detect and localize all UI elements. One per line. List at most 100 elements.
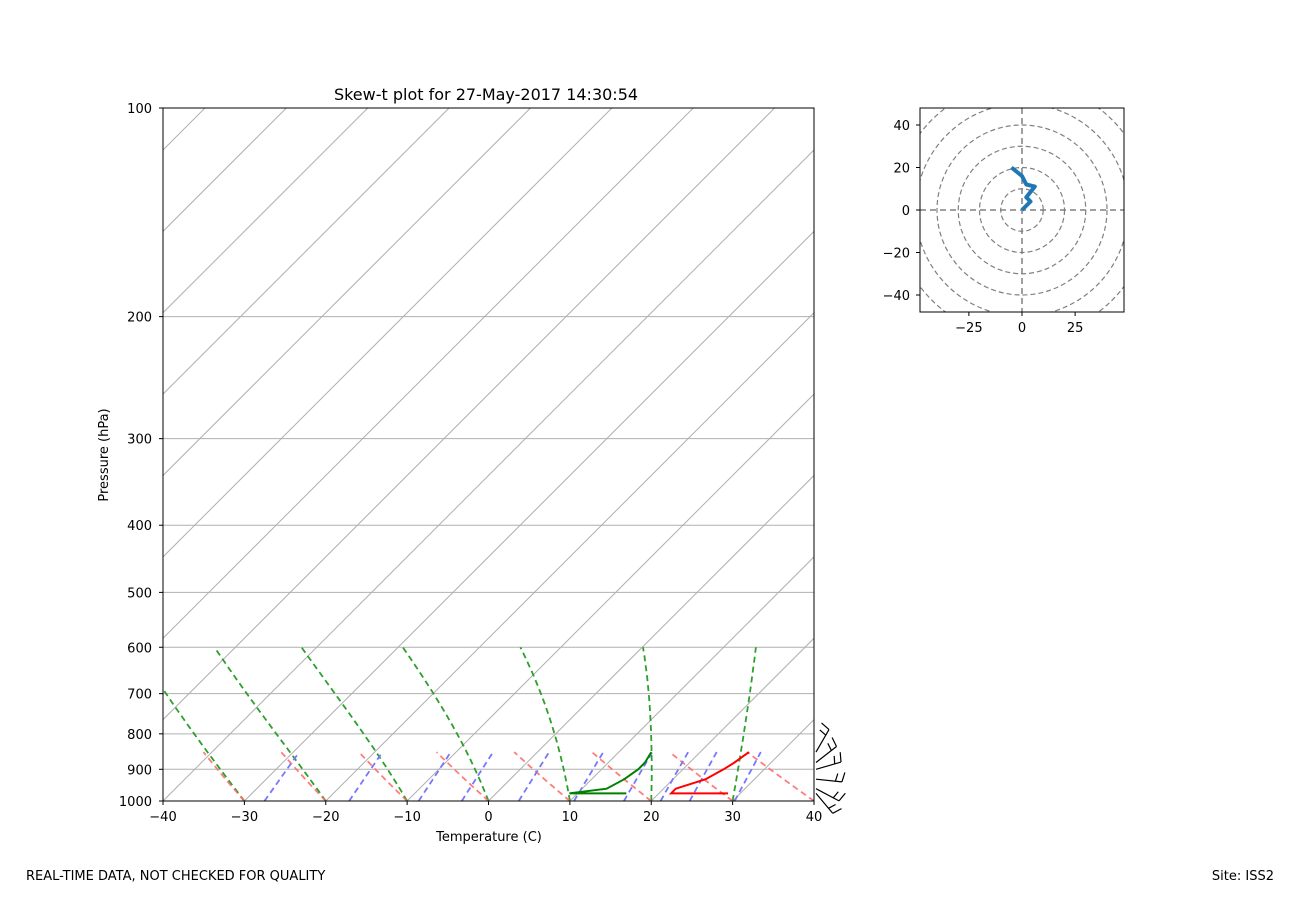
isotherm bbox=[732, 718, 814, 801]
dry-adiabat bbox=[435, 751, 490, 801]
hodograph-y-tick-label: −40 bbox=[883, 289, 910, 304]
wind-barb bbox=[815, 722, 830, 753]
wind-barb bbox=[815, 772, 846, 783]
isotherm bbox=[650, 637, 814, 801]
x-tick-label: 40 bbox=[806, 810, 823, 825]
x-tick-label: −20 bbox=[312, 810, 339, 825]
mixing-ratio-line bbox=[733, 751, 762, 801]
wind-barb-shaft bbox=[815, 788, 840, 802]
wind-barb-shaft bbox=[815, 729, 830, 753]
x-tick-label: 20 bbox=[643, 810, 660, 825]
isotherm bbox=[244, 230, 814, 801]
hodograph-y-tick-label: 40 bbox=[893, 119, 910, 134]
moist-adiabat bbox=[213, 646, 327, 801]
x-tick-label: −40 bbox=[149, 810, 176, 825]
wind-barb-shaft bbox=[815, 778, 842, 783]
wind-barb-flag bbox=[831, 737, 838, 747]
mixing-ratio-line bbox=[348, 751, 384, 801]
isotherm bbox=[569, 556, 814, 801]
mixing-ratio-line bbox=[417, 751, 452, 801]
wind-barb bbox=[815, 793, 842, 814]
isotherm bbox=[163, 108, 775, 721]
isotherm bbox=[163, 149, 814, 801]
wind-barb-flag bbox=[839, 752, 842, 763]
hodograph-x-tick-label: 25 bbox=[1067, 321, 1084, 336]
dry-adiabat bbox=[746, 751, 814, 801]
y-tick-label: 200 bbox=[127, 311, 152, 326]
moist-adiabat bbox=[300, 646, 408, 801]
wind-barb-shaft bbox=[815, 793, 834, 814]
y-tick-label: 700 bbox=[127, 688, 152, 703]
isotherm bbox=[163, 108, 694, 639]
y-tick-label: 500 bbox=[127, 586, 152, 601]
mixing-ratio-line bbox=[263, 751, 300, 801]
isotherm bbox=[163, 108, 287, 233]
isotherm bbox=[406, 393, 814, 801]
wind-barb-flag bbox=[838, 792, 846, 802]
wind-barb-shaft bbox=[815, 746, 837, 763]
wind-barb bbox=[815, 752, 842, 770]
isotherm bbox=[163, 108, 369, 314]
wind-barb-flag bbox=[832, 808, 842, 814]
dewpoint-profile bbox=[569, 751, 653, 795]
y-tick-label: 300 bbox=[127, 433, 152, 448]
moist-adiabat bbox=[519, 646, 571, 801]
isotherm bbox=[163, 108, 450, 395]
wind-barb-flag bbox=[827, 743, 832, 751]
skewt-xlabel: Temperature (C) bbox=[435, 830, 542, 845]
skewt-ylabel: Pressure (hPa) bbox=[97, 408, 112, 501]
moist-adiabat bbox=[163, 687, 246, 801]
dry-adiabat bbox=[280, 751, 327, 801]
skewt-title: Skew-t plot for 27-May-2017 14:30:54 bbox=[334, 85, 638, 104]
y-tick-label: 900 bbox=[127, 763, 152, 778]
hodograph-y-tick-label: 0 bbox=[902, 204, 910, 219]
skewt-chart: Skew-t plot for 27-May-2017 14:30:54 100… bbox=[0, 85, 977, 845]
temperature-line bbox=[668, 751, 750, 795]
dry-adiabat bbox=[903, 752, 977, 801]
isotherm bbox=[0, 108, 42, 801]
x-tick-label: −10 bbox=[393, 810, 420, 825]
dry-adiabat bbox=[358, 751, 408, 801]
moist-adiabat bbox=[402, 646, 490, 801]
wind-barb-flag bbox=[821, 722, 830, 731]
y-tick-label: 1000 bbox=[119, 795, 152, 810]
hodograph-x-tick-label: −25 bbox=[955, 321, 982, 336]
wind-barb bbox=[815, 788, 846, 802]
y-tick-label: 600 bbox=[127, 641, 152, 656]
y-tick-label: 400 bbox=[127, 519, 152, 534]
temperature-profile bbox=[668, 751, 750, 795]
wind-barb-flag bbox=[833, 755, 836, 764]
x-tick-label: 10 bbox=[562, 810, 579, 825]
wind-barb-flag bbox=[819, 729, 827, 736]
hodograph-chart: −25 0 25 40 20 0 −20 −40 bbox=[883, 107, 1125, 336]
quality-notice: REAL-TIME DATA, NOT CHECKED FOR QUALITY bbox=[26, 869, 326, 884]
isotherm bbox=[813, 800, 814, 801]
hodograph-ring bbox=[936, 124, 1108, 296]
wind-barb-flag bbox=[841, 772, 846, 783]
moist-adiabat bbox=[813, 797, 814, 801]
hodograph-y-tick-label: 20 bbox=[893, 162, 910, 177]
y-tick-label: 100 bbox=[127, 102, 152, 117]
dry-adiabat bbox=[202, 751, 246, 801]
dry-adiabat bbox=[591, 751, 652, 801]
dry-adiabat bbox=[825, 752, 895, 801]
site-label: Site: ISS2 bbox=[1211, 869, 1274, 884]
mixing-ratio-line bbox=[688, 751, 718, 801]
moist-adiabat bbox=[731, 647, 757, 801]
x-tick-label: −30 bbox=[231, 810, 258, 825]
wind-barb-flag bbox=[828, 803, 836, 809]
moist-adiabat bbox=[895, 647, 947, 801]
y-tick-label: 800 bbox=[127, 728, 152, 743]
wind-barb-flag bbox=[832, 791, 839, 799]
moist-adiabat bbox=[642, 647, 653, 801]
hodograph-y-tick-label: −20 bbox=[883, 247, 910, 262]
isotherm bbox=[163, 108, 531, 477]
hodograph-x-tick-label: 0 bbox=[1018, 321, 1026, 336]
isotherm bbox=[488, 474, 814, 801]
wind-barb-flag bbox=[834, 773, 839, 782]
wind-barb bbox=[815, 737, 838, 763]
wind-barb-shaft bbox=[815, 761, 842, 770]
mixing-ratio-line bbox=[461, 751, 494, 801]
isotherm bbox=[163, 108, 613, 558]
